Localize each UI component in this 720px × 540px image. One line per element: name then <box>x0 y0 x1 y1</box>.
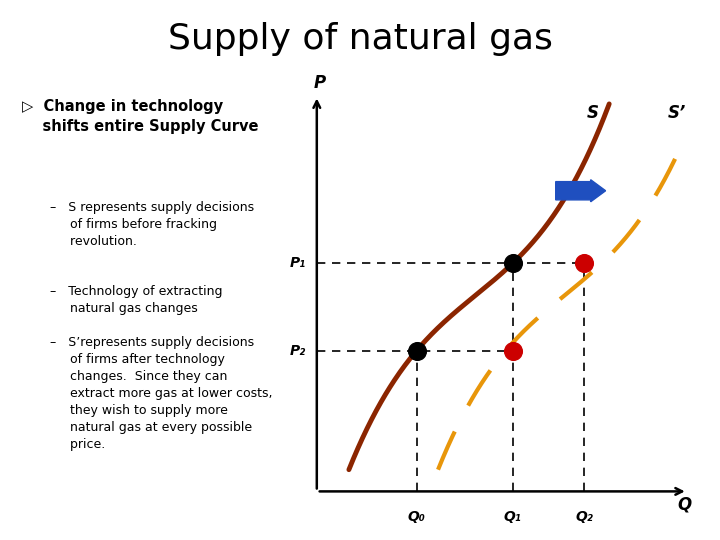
Text: Supply of natural gas: Supply of natural gas <box>168 22 552 56</box>
Point <box>578 259 590 267</box>
Point <box>507 259 518 267</box>
FancyArrow shape <box>556 180 606 202</box>
Text: S’: S’ <box>667 104 686 122</box>
Text: S: S <box>587 104 599 122</box>
Text: Q₁: Q₁ <box>504 510 522 524</box>
Text: P₁: P₁ <box>290 256 306 270</box>
Text: –   S represents supply decisions
     of firms before fracking
     revolution.: – S represents supply decisions of firms… <box>50 201 255 248</box>
Text: Q₀: Q₀ <box>408 510 426 524</box>
Text: P: P <box>313 74 325 92</box>
Text: –   Technology of extracting
     natural gas changes: – Technology of extracting natural gas c… <box>50 285 223 315</box>
Text: Q₂: Q₂ <box>575 510 593 524</box>
Text: ▷  Change in technology
    shifts entire Supply Curve: ▷ Change in technology shifts entire Sup… <box>22 99 258 133</box>
Point <box>507 346 518 355</box>
Text: P₂: P₂ <box>290 343 306 357</box>
Text: –   S’represents supply decisions
     of firms after technology
     changes.  : – S’represents supply decisions of firms… <box>50 336 273 451</box>
Point <box>411 346 423 355</box>
Text: Q: Q <box>677 495 691 513</box>
